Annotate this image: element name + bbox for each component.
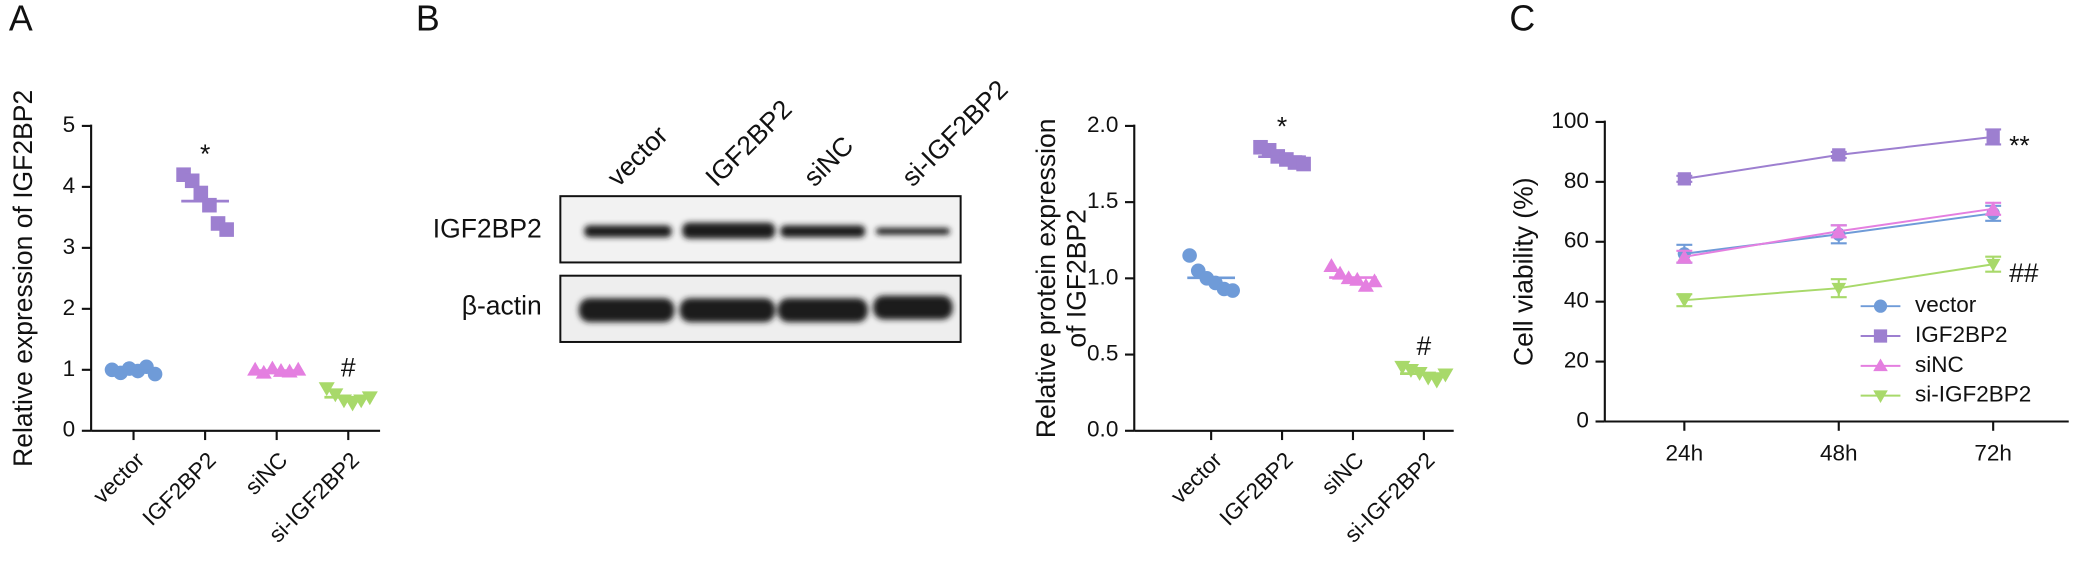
band: [873, 295, 953, 320]
y-tick-label: 3: [63, 234, 76, 259]
western-blot: [559, 195, 962, 343]
point: [327, 388, 344, 403]
x-tick-label: 72h: [1974, 441, 2012, 466]
y-tick-label: 0: [63, 417, 76, 442]
point: [290, 361, 307, 376]
y-tick-label: 1.0: [1087, 264, 1118, 289]
legend-label: si-IGF2BP2: [1915, 382, 2031, 407]
annotation: *: [200, 139, 210, 169]
y-axis-label: Relative expression of IGF2BP2: [8, 90, 38, 467]
y-tick-label: 2: [63, 295, 76, 320]
y-axis-label: Cell viability (%): [1508, 177, 1538, 365]
y-tick-label: 20: [1564, 348, 1589, 373]
point: [1225, 283, 1240, 298]
annotation: *: [1277, 112, 1287, 142]
panel-label: B: [416, 0, 440, 39]
y-axis-label: Relative protein expression: [1031, 119, 1061, 439]
row-label: IGF2BP2: [433, 214, 542, 244]
x-tick-label: vector: [1166, 447, 1227, 508]
y-tick-label: 2.0: [1087, 112, 1118, 137]
x-tick-label: IGF2BP2: [138, 447, 221, 530]
x-tick-label: siNC: [240, 447, 292, 499]
legend-marker: [1873, 358, 1888, 372]
legend-label: siNC: [1915, 352, 1964, 377]
lane-label: si-IGF2BP2: [896, 74, 1014, 192]
y-tick-label: 0.5: [1087, 341, 1118, 366]
point: [1677, 249, 1692, 263]
annotation: ##: [2009, 258, 2039, 288]
y-tick-label: 0: [1576, 407, 1589, 432]
legend-label: IGF2BP2: [1915, 322, 2008, 347]
band: [584, 225, 672, 238]
band: [682, 222, 776, 239]
point: [1986, 130, 2000, 144]
y-tick-label: 1: [63, 356, 76, 381]
band: [578, 298, 675, 323]
point: [1831, 282, 1847, 296]
point: [318, 382, 335, 397]
y-tick-label: 4: [63, 173, 76, 198]
y-axis-label: of IGF2BP2: [1062, 209, 1092, 347]
legend-marker: [1873, 390, 1888, 403]
x-tick-label: 24h: [1666, 441, 1704, 466]
legend-marker: [1873, 329, 1888, 343]
x-tick-label: siNC: [1317, 447, 1369, 499]
band: [780, 225, 866, 238]
point: [147, 366, 163, 382]
band: [875, 227, 951, 235]
point: [1366, 273, 1383, 288]
annotation: #: [1417, 331, 1432, 361]
point: [1831, 223, 1847, 237]
y-tick-label: 5: [63, 112, 76, 137]
y-tick-label: 40: [1564, 288, 1589, 313]
y-tick-label: 1.5: [1087, 188, 1118, 213]
y-tick-label: 80: [1564, 168, 1589, 193]
point: [1428, 374, 1445, 389]
legend-marker: [1873, 299, 1888, 313]
x-tick-label: 48h: [1820, 441, 1858, 466]
point: [1677, 294, 1692, 308]
panel-label: C: [1509, 0, 1535, 39]
band: [777, 298, 868, 323]
annotation: #: [341, 353, 356, 383]
row-label: β-actin: [462, 291, 542, 321]
annotation: **: [2009, 131, 2030, 161]
x-tick-label: vector: [88, 447, 149, 508]
point: [1985, 258, 2001, 272]
point: [247, 361, 264, 376]
point: [1323, 258, 1340, 272]
point: [193, 185, 209, 201]
point: [344, 397, 361, 412]
point: [184, 173, 200, 189]
point: [1296, 156, 1311, 172]
point: [1832, 148, 1846, 162]
y-tick-label: 0.0: [1087, 417, 1118, 442]
point: [1332, 265, 1349, 280]
point: [1985, 201, 2001, 215]
y-tick-label: 60: [1564, 228, 1589, 253]
band: [679, 298, 776, 323]
lane-label: vector: [601, 120, 673, 192]
lane-label: siNC: [798, 130, 860, 192]
legend-label: vector: [1915, 292, 1977, 317]
x-tick-label: IGF2BP2: [1215, 447, 1298, 530]
lane-label: IGF2BP2: [699, 94, 797, 192]
y-tick-label: 100: [1551, 108, 1589, 133]
point: [1357, 277, 1374, 292]
point: [219, 222, 234, 237]
point: [1182, 248, 1197, 263]
point: [1677, 172, 1691, 186]
point: [1437, 368, 1454, 383]
panel-label: A: [9, 0, 33, 39]
